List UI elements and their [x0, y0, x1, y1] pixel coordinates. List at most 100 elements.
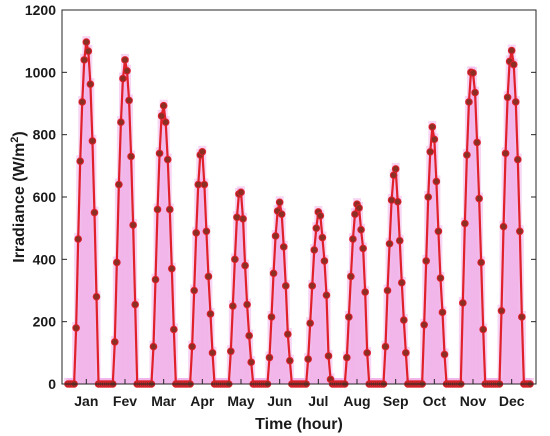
data-point [461, 219, 469, 228]
data-point [318, 233, 327, 242]
data-point [190, 286, 198, 295]
data-point [82, 38, 91, 46]
data-point [111, 338, 119, 346]
data-point [233, 213, 241, 222]
data-point [501, 149, 510, 158]
data-point [471, 88, 479, 97]
data-point [208, 349, 217, 357]
data-point [125, 96, 133, 105]
data-point [168, 264, 176, 273]
data-point [430, 135, 439, 144]
data-point [477, 258, 485, 267]
x-tick-label: Jan [74, 393, 98, 409]
data-point [400, 316, 408, 324]
x-tick-label: Nov [460, 393, 487, 409]
data-point [516, 227, 524, 236]
data-point [351, 210, 359, 218]
data-point [395, 236, 404, 245]
y-axis: 0 200 400 600 800 1000 1200 [25, 2, 536, 392]
data-point [347, 272, 355, 281]
data-point [434, 227, 443, 236]
data-point [127, 152, 135, 161]
data-point [473, 138, 481, 147]
data-point [359, 244, 367, 253]
data-point [192, 229, 201, 237]
data-point [286, 356, 294, 365]
data-point [165, 205, 174, 214]
data-point [308, 282, 317, 290]
data-point [357, 225, 365, 234]
data-point [428, 123, 437, 131]
data-point [312, 224, 321, 232]
data-point [503, 93, 512, 102]
data-point [155, 149, 164, 158]
data-point [227, 347, 235, 356]
data-point [402, 349, 410, 357]
data-point [204, 272, 213, 281]
data-point [271, 232, 280, 240]
data-point [385, 239, 394, 248]
x-axis: Jan Fev Mar Apr May Jun Jul Aug Sep Oct Nov Dec [74, 379, 525, 409]
data-point [277, 210, 286, 218]
y-tick-label: 800 [33, 127, 57, 143]
y-tick-label: 0 [48, 376, 56, 392]
y-tick-label: 1000 [25, 64, 56, 80]
data-point [229, 302, 237, 310]
x-tick-label: Jun [267, 393, 292, 409]
data-point [117, 118, 125, 126]
data-point [121, 56, 129, 64]
data-point [465, 98, 473, 106]
data-point [206, 310, 215, 318]
y-tick-label: 400 [33, 251, 57, 267]
data-point [513, 155, 522, 164]
data-point [241, 261, 249, 270]
data-point [422, 257, 431, 265]
data-point [131, 300, 139, 309]
halo-bar [206, 307, 215, 385]
data-point [76, 157, 85, 165]
halo-bar [322, 289, 331, 384]
y-axis-title-end: ) [11, 131, 28, 136]
data-point [345, 313, 353, 321]
data-point [281, 282, 290, 290]
data-point [391, 165, 400, 173]
halo-bar [515, 225, 524, 384]
data-point [304, 355, 312, 363]
x-tick-label: May [227, 393, 254, 409]
data-point [424, 193, 433, 201]
y-axis-title-main: Irradiance (W/m [11, 143, 28, 263]
data-point [86, 80, 95, 88]
data-point [306, 319, 314, 328]
data-point [393, 197, 402, 206]
data-point [231, 255, 239, 264]
x-axis-title: Time (hour) [255, 416, 343, 433]
data-point [157, 112, 166, 120]
data-point [115, 180, 123, 189]
data-point [499, 222, 508, 231]
data-point [349, 235, 357, 243]
data-point [198, 148, 207, 156]
x-tick-label: Dec [499, 393, 525, 409]
x-tick-label: Oct [423, 393, 447, 409]
data-point [239, 215, 247, 223]
x-tick-label: Apr [190, 393, 215, 409]
data-point [245, 331, 253, 340]
data-point [247, 358, 255, 366]
data-point [497, 306, 506, 315]
data-point [74, 235, 82, 243]
data-point [200, 180, 209, 189]
data-point [507, 46, 516, 55]
data-point [426, 148, 435, 156]
data-point [151, 275, 160, 284]
x-tick-label: Jul [308, 393, 328, 409]
x-tick-label: Fev [113, 393, 137, 409]
data-point [518, 313, 526, 321]
data-point [243, 300, 251, 309]
data-point [161, 118, 170, 126]
data-point [381, 342, 390, 351]
data-point [279, 243, 288, 251]
data-point [149, 342, 158, 351]
data-point [397, 278, 406, 287]
data-point [320, 257, 329, 265]
